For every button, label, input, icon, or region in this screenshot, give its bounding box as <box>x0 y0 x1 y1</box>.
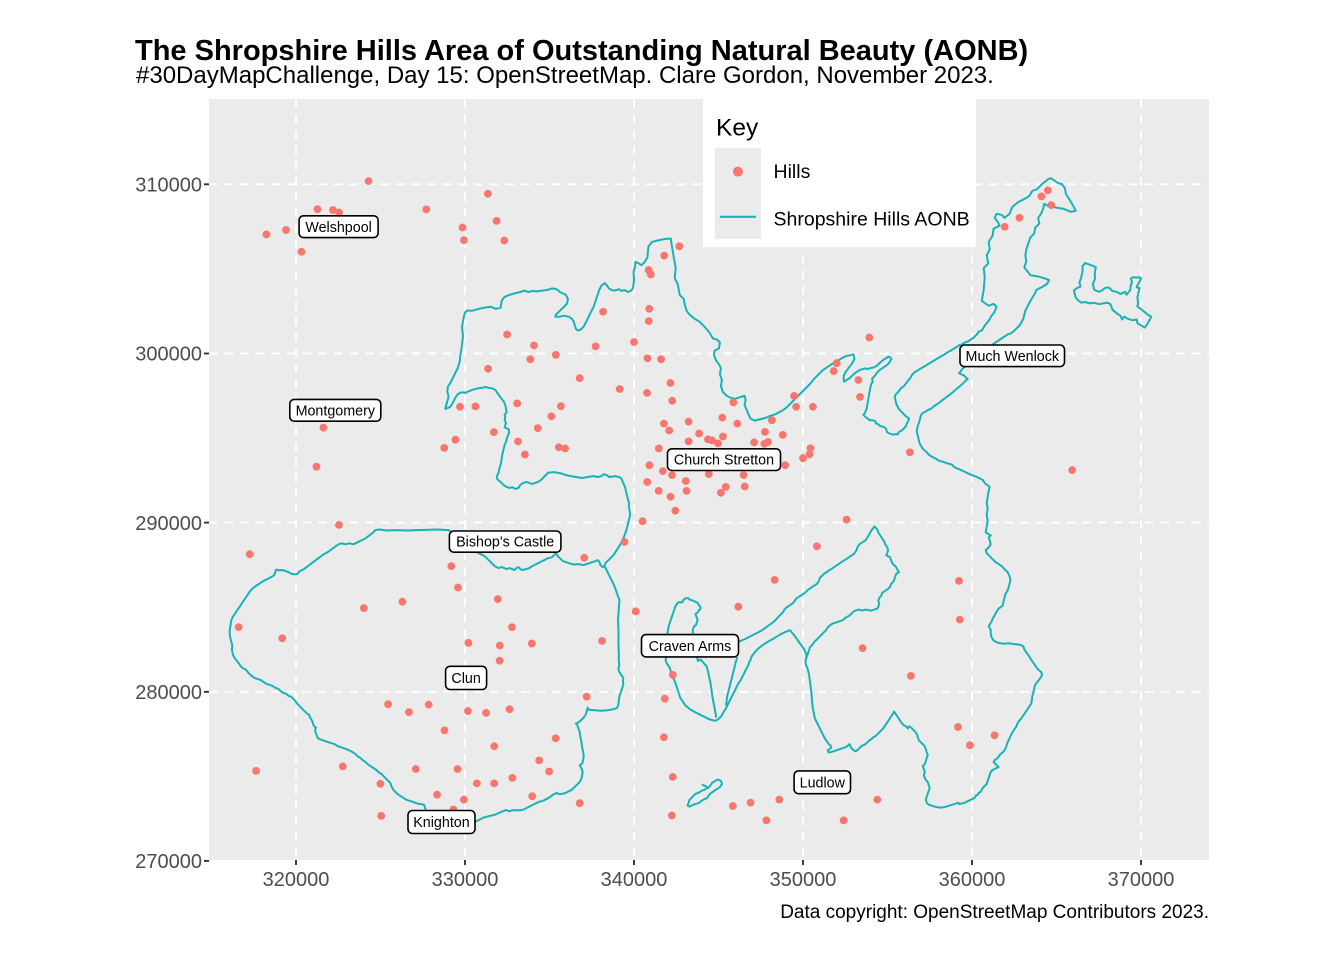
svg-text:Much Wenlock: Much Wenlock <box>966 349 1060 365</box>
svg-text:Hills: Hills <box>774 161 811 183</box>
svg-text:The Shropshire Hills Area of O: The Shropshire Hills Area of Outstanding… <box>135 35 1028 67</box>
svg-text:Shropshire Hills AONB: Shropshire Hills AONB <box>774 209 970 231</box>
svg-text:Key: Key <box>716 115 759 142</box>
svg-text:330000: 330000 <box>432 869 499 891</box>
svg-text:Ludlow: Ludlow <box>800 775 846 791</box>
svg-text:320000: 320000 <box>263 869 330 891</box>
svg-text:Bishop's Castle: Bishop's Castle <box>456 535 554 551</box>
svg-text:Montgomery: Montgomery <box>296 403 376 419</box>
svg-text:270000: 270000 <box>135 851 202 873</box>
svg-text:340000: 340000 <box>601 869 668 891</box>
svg-text:300000: 300000 <box>135 344 202 366</box>
svg-text:Clun: Clun <box>451 671 480 687</box>
svg-text:Welshpool: Welshpool <box>305 220 372 236</box>
svg-text:290000: 290000 <box>135 513 202 535</box>
svg-text:#30DayMapChallenge, Day 15: Op: #30DayMapChallenge, Day 15: OpenStreetMa… <box>136 62 994 89</box>
svg-text:370000: 370000 <box>1108 869 1175 891</box>
svg-text:280000: 280000 <box>135 682 202 704</box>
svg-text:Church Stretton: Church Stretton <box>674 453 774 469</box>
svg-text:310000: 310000 <box>135 175 202 197</box>
svg-text:Data copyright: OpenStreetMap: Data copyright: OpenStreetMap Contributo… <box>780 902 1209 923</box>
svg-text:360000: 360000 <box>939 869 1006 891</box>
svg-text:Knighton: Knighton <box>413 815 469 831</box>
svg-text:350000: 350000 <box>770 869 837 891</box>
svg-text:Craven Arms: Craven Arms <box>649 639 732 655</box>
